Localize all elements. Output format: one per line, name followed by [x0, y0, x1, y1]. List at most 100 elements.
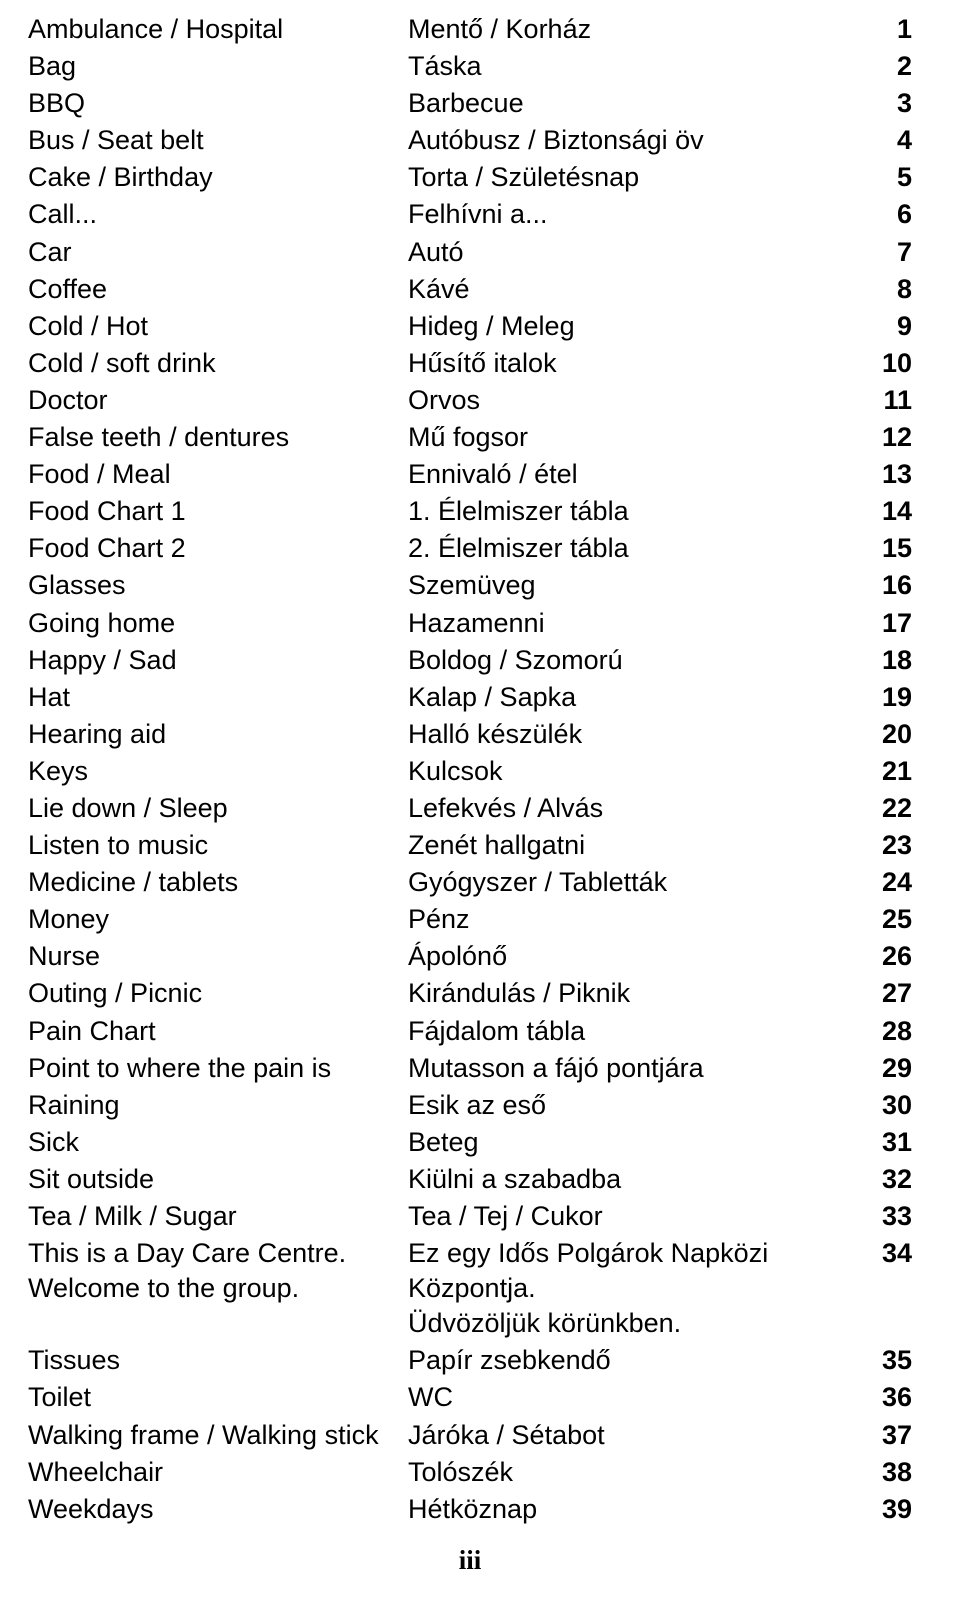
page-ref-number: 38: [864, 1455, 912, 1490]
page-ref-number: 36: [864, 1380, 912, 1415]
table-row: Cold / HotHideg / Meleg9: [28, 309, 912, 344]
page-ref-number: 37: [864, 1418, 912, 1453]
table-row: WeekdaysHétköznap39: [28, 1492, 912, 1527]
hungarian-term: Hétköznap: [408, 1492, 864, 1527]
table-row: Call...Felhívni a...6: [28, 197, 912, 232]
english-term: Food Chart 2: [28, 531, 408, 566]
english-term: Glasses: [28, 568, 408, 603]
page-ref-number: 31: [864, 1125, 912, 1160]
english-term: Wheelchair: [28, 1455, 408, 1490]
hungarian-term: Hideg / Meleg: [408, 309, 864, 344]
table-row: Bus / Seat beltAutóbusz / Biztonsági öv4: [28, 123, 912, 158]
page-ref-number: 1: [864, 12, 912, 47]
hungarian-term: Kalap / Sapka: [408, 680, 864, 715]
table-row: WheelchairTolószék38: [28, 1455, 912, 1490]
hungarian-term: Esik az eső: [408, 1088, 864, 1123]
page-ref-number: 34: [864, 1236, 912, 1271]
page-ref-number: 3: [864, 86, 912, 121]
hungarian-term: Lefekvés / Alvás: [408, 791, 864, 826]
hungarian-term: Fájdalom tábla: [408, 1014, 864, 1049]
hungarian-term: Gyógyszer / Tabletták: [408, 865, 864, 900]
page-ref-number: 8: [864, 272, 912, 307]
hungarian-term: Barbecue: [408, 86, 864, 121]
english-term: Sick: [28, 1125, 408, 1160]
english-term: Tissues: [28, 1343, 408, 1378]
hungarian-term: Hazamenni: [408, 606, 864, 641]
hungarian-term: Szemüveg: [408, 568, 864, 603]
hungarian-term: Orvos: [408, 383, 864, 418]
table-row: Cake / BirthdayTorta / Születésnap5: [28, 160, 912, 195]
hungarian-term: Járóka / Sétabot: [408, 1418, 864, 1453]
english-term: Cold / Hot: [28, 309, 408, 344]
english-term: Bus / Seat belt: [28, 123, 408, 158]
page-ref-number: 20: [864, 717, 912, 752]
english-term: Point to where the pain is: [28, 1051, 408, 1086]
hungarian-term: Kávé: [408, 272, 864, 307]
english-term: Lie down / Sleep: [28, 791, 408, 826]
page-ref-number: 16: [864, 568, 912, 603]
table-row: Pain ChartFájdalom tábla28: [28, 1014, 912, 1049]
english-term: Cake / Birthday: [28, 160, 408, 195]
hungarian-term: 2. Élelmiszer tábla: [408, 531, 864, 566]
page-ref-number: 15: [864, 531, 912, 566]
english-term: Food / Meal: [28, 457, 408, 492]
hungarian-term: Pénz: [408, 902, 864, 937]
page-ref-number: 5: [864, 160, 912, 195]
english-term: Coffee: [28, 272, 408, 307]
hungarian-term: Hűsítő italok: [408, 346, 864, 381]
english-term: Hearing aid: [28, 717, 408, 752]
english-term: This is a Day Care Centre. Welcome to th…: [28, 1236, 408, 1306]
page-ref-number: 19: [864, 680, 912, 715]
page-number: iii: [28, 1545, 912, 1576]
table-row: Hearing aidHalló készülék20: [28, 717, 912, 752]
english-term: Weekdays: [28, 1492, 408, 1527]
english-term: Bag: [28, 49, 408, 84]
table-row: This is a Day Care Centre. Welcome to th…: [28, 1236, 912, 1341]
hungarian-term: Felhívni a...: [408, 197, 864, 232]
english-term: Nurse: [28, 939, 408, 974]
table-row: Cold / soft drinkHűsítő italok10: [28, 346, 912, 381]
english-term: Outing / Picnic: [28, 976, 408, 1011]
page-ref-number: 30: [864, 1088, 912, 1123]
page-ref-number: 32: [864, 1162, 912, 1197]
table-row: DoctorOrvos11: [28, 383, 912, 418]
page-ref-number: 24: [864, 865, 912, 900]
page-ref-number: 25: [864, 902, 912, 937]
page-ref-number: 17: [864, 606, 912, 641]
table-row: Outing / PicnicKirándulás / Piknik27: [28, 976, 912, 1011]
table-row: CoffeeKávé8: [28, 272, 912, 307]
hungarian-term: Beteg: [408, 1125, 864, 1160]
table-row: HatKalap / Sapka19: [28, 680, 912, 715]
table-row: Lie down / SleepLefekvés / Alvás22: [28, 791, 912, 826]
english-term: Food Chart 1: [28, 494, 408, 529]
table-row: Food Chart 11. Élelmiszer tábla14: [28, 494, 912, 529]
page-ref-number: 22: [864, 791, 912, 826]
table-row: Food Chart 22. Élelmiszer tábla15: [28, 531, 912, 566]
english-term: Toilet: [28, 1380, 408, 1415]
table-row: Walking frame / Walking stickJáróka / Sé…: [28, 1418, 912, 1453]
table-row: Tea / Milk / SugarTea / Tej / Cukor33: [28, 1199, 912, 1234]
page-ref-number: 11: [864, 383, 912, 418]
hungarian-term: Ennivaló / étel: [408, 457, 864, 492]
hungarian-term: Halló készülék: [408, 717, 864, 752]
table-row: SickBeteg31: [28, 1125, 912, 1160]
english-term: Happy / Sad: [28, 643, 408, 678]
hungarian-term: Mű fogsor: [408, 420, 864, 455]
english-term: BBQ: [28, 86, 408, 121]
page-ref-number: 33: [864, 1199, 912, 1234]
english-term: Going home: [28, 606, 408, 641]
page-ref-number: 12: [864, 420, 912, 455]
table-row: NurseÁpolónő26: [28, 939, 912, 974]
table-row: Ambulance / HospitalMentő / Korház1: [28, 12, 912, 47]
english-term: Pain Chart: [28, 1014, 408, 1049]
english-term: Tea / Milk / Sugar: [28, 1199, 408, 1234]
hungarian-term: Mutasson a fájó pontjára: [408, 1051, 864, 1086]
table-row: Listen to musicZenét hallgatni23: [28, 828, 912, 863]
page-ref-number: 35: [864, 1343, 912, 1378]
table-row: BBQBarbecue3: [28, 86, 912, 121]
english-term: Medicine / tablets: [28, 865, 408, 900]
hungarian-term: Ápolónő: [408, 939, 864, 974]
table-row: Food / MealEnnivaló / étel13: [28, 457, 912, 492]
table-row: Sit outsideKiülni a szabadba32: [28, 1162, 912, 1197]
page-ref-number: 18: [864, 643, 912, 678]
